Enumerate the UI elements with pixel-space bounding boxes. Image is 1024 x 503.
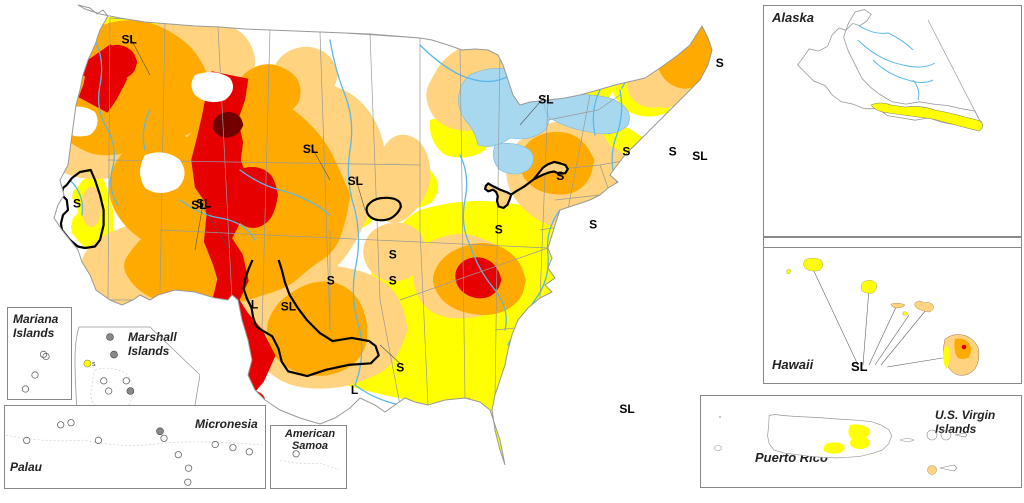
svg-text:SL: SL xyxy=(692,149,707,163)
svg-text:S: S xyxy=(622,145,630,159)
svg-text:SL: SL xyxy=(348,174,363,188)
svg-text:S: S xyxy=(327,274,335,288)
svg-text:SL: SL xyxy=(619,402,634,416)
svg-text:S: S xyxy=(669,145,677,159)
svg-text:SL: SL xyxy=(851,359,868,374)
svg-text:S: S xyxy=(589,218,597,232)
svg-text:s: s xyxy=(92,361,96,368)
svg-text:SL: SL xyxy=(191,198,206,212)
svg-text:L: L xyxy=(351,383,358,397)
svg-text:SL: SL xyxy=(303,142,318,156)
svg-text:S: S xyxy=(389,274,397,288)
svg-text:S: S xyxy=(396,361,404,375)
svg-text:S: S xyxy=(556,169,564,183)
svg-text:S: S xyxy=(495,223,503,237)
svg-text:S: S xyxy=(389,248,397,262)
svg-text:SL: SL xyxy=(538,92,553,106)
svg-text:SL: SL xyxy=(122,33,137,47)
svg-text:S: S xyxy=(73,197,81,211)
svg-text:L: L xyxy=(251,297,258,311)
svg-text:S: S xyxy=(716,56,724,70)
svg-text:SL: SL xyxy=(281,299,296,313)
